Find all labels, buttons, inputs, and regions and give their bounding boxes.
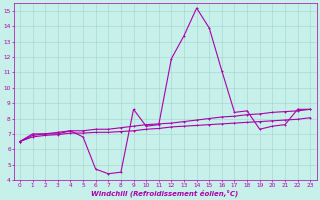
X-axis label: Windchill (Refroidissement éolien,°C): Windchill (Refroidissement éolien,°C) <box>92 189 239 197</box>
